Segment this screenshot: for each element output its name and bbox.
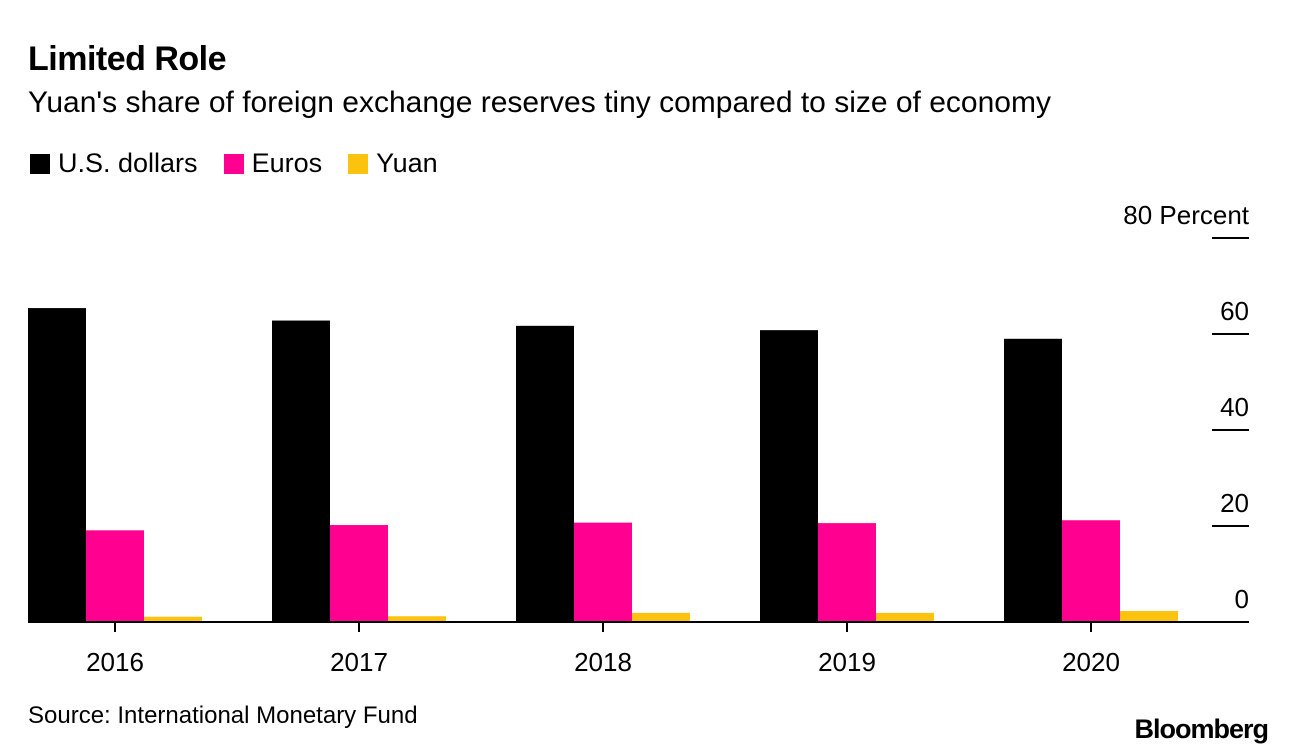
legend-item-eur: Euros bbox=[223, 148, 323, 179]
bar-u-s-dollars-2019 bbox=[760, 330, 818, 622]
bar-yuan-2020 bbox=[1120, 610, 1178, 622]
y-tick-label-80: 80 Percent bbox=[1123, 200, 1250, 230]
bar-euros-2018 bbox=[574, 522, 632, 622]
chart-subtitle: Yuan's share of foreign exchange reserve… bbox=[28, 86, 1051, 119]
legend-swatch-usd bbox=[30, 153, 50, 174]
x-tick-label-2020: 2020 bbox=[1062, 647, 1120, 677]
y-tick-label-60: 60 bbox=[1220, 296, 1249, 326]
x-tick-label-2017: 2017 bbox=[330, 647, 388, 677]
legend: U.S. dollars Euros Yuan bbox=[30, 148, 464, 179]
legend-item-cny: Yuan bbox=[348, 148, 438, 179]
legend-swatch-eur bbox=[223, 153, 244, 174]
bar-yuan-2016 bbox=[144, 616, 202, 622]
bar-euros-2017 bbox=[330, 525, 388, 622]
bar-u-s-dollars-2017 bbox=[272, 320, 330, 622]
bar-yuan-2018 bbox=[632, 612, 690, 622]
x-tick-label-2016: 2016 bbox=[86, 647, 144, 677]
legend-swatch-cny bbox=[348, 153, 369, 174]
legend-label-eur: Euros bbox=[251, 148, 323, 178]
bar-u-s-dollars-2016 bbox=[28, 308, 86, 622]
y-tick-label-40: 40 bbox=[1220, 392, 1249, 422]
y-tick-label-20: 20 bbox=[1220, 488, 1249, 518]
bar-u-s-dollars-2020 bbox=[1004, 338, 1062, 622]
legend-label-usd: U.S. dollars bbox=[58, 148, 198, 178]
bar-yuan-2017 bbox=[388, 616, 446, 622]
bar-euros-2019 bbox=[818, 523, 876, 622]
legend-label-cny: Yuan bbox=[376, 148, 438, 178]
brand-logo: Bloomberg bbox=[1134, 714, 1269, 744]
bar-yuan-2019 bbox=[876, 612, 934, 622]
x-tick-label-2018: 2018 bbox=[574, 647, 632, 677]
y-tick-label-0: 0 bbox=[1235, 584, 1249, 614]
legend-item-usd: U.S. dollars bbox=[30, 148, 198, 179]
source-note: Source: International Monetary Fund bbox=[28, 702, 418, 729]
chart-title: Limited Role bbox=[28, 40, 227, 78]
bar-u-s-dollars-2018 bbox=[516, 325, 574, 622]
x-tick-label-2019: 2019 bbox=[818, 647, 876, 677]
bar-euros-2020 bbox=[1062, 520, 1120, 622]
bar-euros-2016 bbox=[86, 530, 144, 622]
